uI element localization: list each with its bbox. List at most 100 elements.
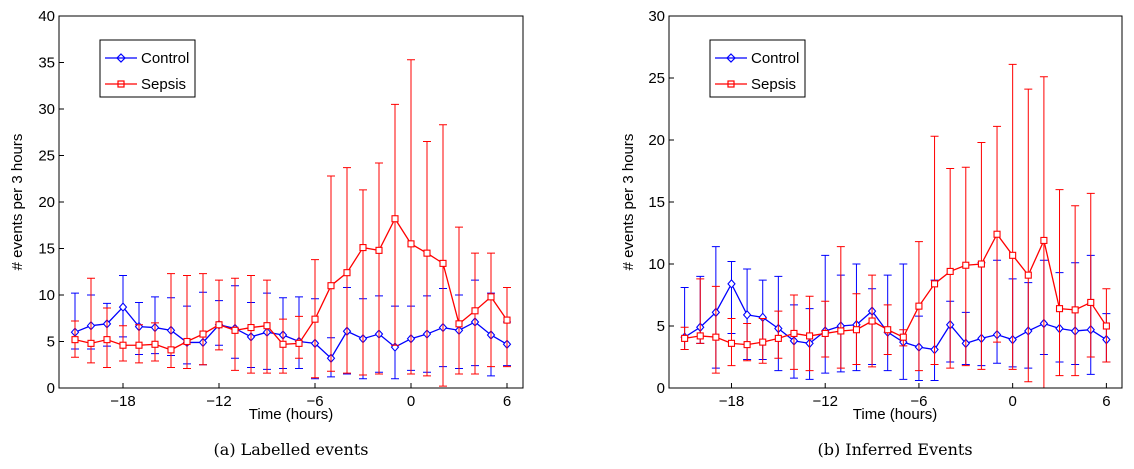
sepsis-point-b xyxy=(962,261,970,269)
x-tick-label-a: 6 xyxy=(503,393,511,410)
legend-sepsis-marker-b xyxy=(727,80,735,88)
sepsis-point-b xyxy=(774,334,782,342)
sepsis-point-a xyxy=(167,346,175,354)
sepsis-point-b xyxy=(1087,298,1095,306)
legend-control-label-b: Control xyxy=(751,50,799,67)
sepsis-point-a xyxy=(455,320,463,328)
y-tick-label-a: 30 xyxy=(38,101,55,118)
caption-b: (b) Inferred Events xyxy=(817,440,972,459)
sepsis-point-b xyxy=(915,302,923,310)
sepsis-point-b xyxy=(696,332,704,340)
x-tick-label-b: −18 xyxy=(719,393,744,410)
control-point-b xyxy=(742,310,752,320)
caption-a: (a) Labelled events xyxy=(214,440,369,459)
sepsis-point-a xyxy=(487,293,495,301)
ticks-a: 0 5 10 15 20 25 30 35 40 −18 −12 −6 0 6 xyxy=(38,8,511,410)
sepsis-point-b xyxy=(1071,306,1079,314)
sepsis-point-a xyxy=(103,336,111,344)
sepsis-point-b xyxy=(821,329,829,337)
sepsis-point-a xyxy=(247,323,255,332)
sepsis-error-bar-b xyxy=(1071,205,1080,377)
sepsis-point-b xyxy=(806,332,814,340)
y-tick-label-a: 35 xyxy=(38,55,55,72)
legend-box-a xyxy=(99,39,196,98)
sepsis-point-b xyxy=(977,260,985,268)
sepsis-error-bar-b xyxy=(1055,189,1064,377)
control-point-a xyxy=(118,302,128,312)
legend-sepsis-label-b: Sepsis xyxy=(751,76,796,93)
sepsis-point-b xyxy=(1024,271,1032,279)
y-tick-label-b: 25 xyxy=(648,70,665,87)
sepsis-error-bar-a xyxy=(327,175,335,372)
sepsis-line-a xyxy=(74,217,508,351)
legend-sepsis-marker-a xyxy=(117,80,125,88)
sepsis-error-bar-b xyxy=(930,135,939,365)
sepsis-error-bar-a xyxy=(183,274,191,369)
sepsis-point-a xyxy=(199,330,207,338)
sepsis-point-a xyxy=(359,244,367,252)
y-tick-label-b: 15 xyxy=(648,194,665,211)
sepsis-error-bar-a xyxy=(487,252,495,368)
y-tick-label-b: 30 xyxy=(648,8,665,25)
sepsis-point-a xyxy=(119,341,127,349)
y-tick-label-b: 10 xyxy=(648,256,665,273)
sepsis-error-bar-b xyxy=(1024,88,1033,383)
sepsis-point-b xyxy=(681,334,689,342)
sepsis-point-b xyxy=(727,339,736,347)
legend-control-label-a: Control xyxy=(141,50,189,67)
y-tick-label-a: 25 xyxy=(38,148,55,165)
y-tick-label-a: 5 xyxy=(47,334,55,351)
sepsis-error-bar-a xyxy=(375,162,383,375)
legend-control-marker-b xyxy=(726,53,736,63)
sepsis-point-b xyxy=(946,267,954,275)
sepsis-point-a xyxy=(439,259,447,267)
x-tick-label-b: 0 xyxy=(1008,393,1016,410)
x-tick-label-b: 6 xyxy=(1102,393,1110,410)
sepsis-series-a xyxy=(71,59,511,387)
sepsis-point-b xyxy=(743,341,751,349)
sepsis-error-bar-a xyxy=(295,315,303,359)
x-axis-label-b: Time (hours) xyxy=(853,406,937,423)
y-tick-label-a: 0 xyxy=(47,380,55,397)
sepsis-error-bar-a xyxy=(87,277,95,364)
sepsis-error-bar-b xyxy=(1086,192,1095,358)
plot-area-b xyxy=(680,63,1111,389)
y-tick-label-b: 0 xyxy=(657,380,665,397)
sepsis-error-bar-a xyxy=(167,273,175,369)
sepsis-point-b xyxy=(1009,251,1017,259)
x-axis-label-a: Time (hours) xyxy=(249,406,333,423)
sepsis-error-bar-a xyxy=(391,103,399,346)
sepsis-point-a xyxy=(279,340,287,348)
sepsis-error-bar-b xyxy=(821,300,830,358)
sepsis-error-bar-a xyxy=(359,189,367,376)
control-error-bar-b xyxy=(899,263,908,380)
sepsis-line-b xyxy=(684,233,1107,346)
panel-inferred-events: 0 5 10 15 20 25 30 −18 −12 −6 0 6 Control Sepsis Ti… xyxy=(620,8,1123,459)
sepsis-point-a xyxy=(71,336,79,344)
sepsis-point-a xyxy=(343,269,351,277)
sepsis-point-a xyxy=(391,215,399,223)
sepsis-error-bar-a xyxy=(423,141,431,377)
sepsis-error-bar-a xyxy=(439,124,447,387)
x-tick-label-a: −18 xyxy=(110,393,135,410)
y-axis-label-a: # events per 3 hours xyxy=(9,134,26,271)
y-tick-label-b: 5 xyxy=(657,318,665,335)
sepsis-error-bar-a xyxy=(407,59,415,375)
y-tick-label-b: 20 xyxy=(648,132,665,149)
sepsis-point-b xyxy=(852,326,860,334)
y-tick-label-a: 15 xyxy=(38,241,55,258)
sepsis-point-a xyxy=(87,339,95,347)
ticks-b: 0 5 10 15 20 25 30 −18 −12 −6 0 6 xyxy=(648,8,1110,410)
legend-b: Control Sepsis xyxy=(709,39,806,98)
sepsis-point-a xyxy=(183,337,191,346)
x-tick-label-b: −12 xyxy=(812,393,837,410)
sepsis-point-b xyxy=(884,326,892,334)
y-tick-label-a: 20 xyxy=(38,194,55,211)
sepsis-point-b xyxy=(1055,305,1064,313)
legend-box-b xyxy=(709,39,806,98)
sepsis-point-b xyxy=(993,230,1001,238)
sepsis-point-b xyxy=(868,317,876,325)
sepsis-point-a xyxy=(263,322,271,330)
sepsis-error-bar-b xyxy=(774,310,783,359)
sepsis-point-a xyxy=(295,339,303,347)
